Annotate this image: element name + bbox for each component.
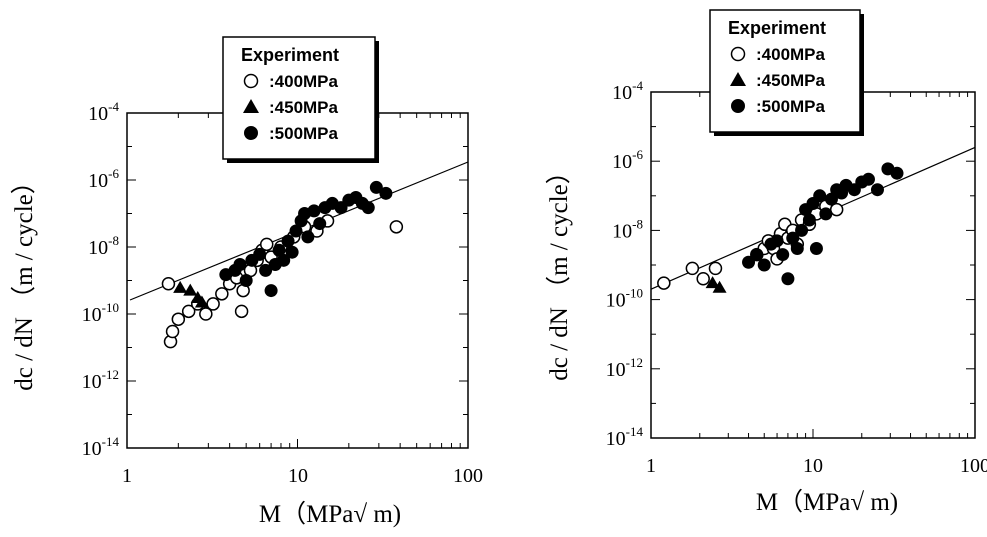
data-point-400mpa bbox=[657, 276, 671, 290]
data-point-500mpa bbox=[786, 231, 800, 245]
data-point-450mpa bbox=[712, 280, 727, 293]
x-tick-label: 10 bbox=[288, 465, 308, 487]
data-point-500mpa bbox=[301, 230, 315, 244]
y-tick-label: 10-6 bbox=[612, 147, 643, 173]
data-point-500mpa bbox=[277, 253, 291, 267]
data-point-500mpa bbox=[379, 186, 393, 200]
data-point-500mpa bbox=[890, 166, 904, 180]
data-point-500mpa bbox=[742, 255, 756, 269]
data-point-500mpa bbox=[776, 248, 790, 262]
data-point-500mpa bbox=[795, 223, 809, 237]
legend-entry-label: :500MPa bbox=[756, 97, 826, 116]
data-point-500mpa bbox=[285, 245, 299, 259]
data-point-400mpa bbox=[259, 237, 274, 252]
x-tick-label: 10 bbox=[803, 455, 823, 477]
data-point-450mpa bbox=[194, 295, 209, 308]
legend-title: Experiment bbox=[728, 18, 826, 38]
data-point-500mpa bbox=[264, 284, 278, 298]
legend-marker-open-circle bbox=[243, 73, 259, 89]
data-point-400mpa bbox=[171, 312, 186, 326]
x-tick-label: 100 bbox=[960, 455, 987, 477]
legend: Experiment :400MPa :450MPa :500MPa bbox=[222, 36, 379, 163]
legend-marker-filled-circle bbox=[731, 99, 745, 113]
y-tick-label: 10-8 bbox=[612, 216, 643, 242]
data-point-400mpa bbox=[161, 276, 176, 291]
data-point-400mpa bbox=[199, 307, 213, 321]
data-point-500mpa bbox=[307, 204, 321, 218]
legend: Experiment :400MPa :450MPa :500MPa bbox=[709, 9, 864, 136]
data-point-500mpa bbox=[757, 258, 771, 272]
data-point-500mpa bbox=[313, 217, 327, 231]
data-point-500mpa bbox=[369, 180, 383, 194]
legend-entry-label: :450MPa bbox=[269, 98, 339, 117]
legend-title: Experiment bbox=[241, 45, 339, 65]
data-point-500mpa bbox=[861, 172, 875, 186]
x-axis-label: M（MPa√ m) bbox=[259, 500, 401, 528]
legend-marker-filled-triangle bbox=[243, 99, 259, 113]
data-point-500mpa bbox=[790, 241, 804, 255]
data-point-500mpa bbox=[233, 258, 247, 272]
data-point-400mpa bbox=[234, 304, 249, 319]
x-axis-label: M（MPa√ m) bbox=[756, 488, 898, 516]
data-point-400mpa bbox=[165, 324, 180, 339]
legend-marker-filled-triangle bbox=[730, 72, 746, 86]
data-point-500mpa bbox=[813, 189, 827, 203]
data-point-500mpa bbox=[239, 274, 253, 287]
data-point-500mpa bbox=[809, 241, 823, 255]
y-tick-label: 10-6 bbox=[88, 166, 119, 192]
data-point-500mpa bbox=[253, 247, 267, 261]
y-tick-label: 10-14 bbox=[82, 434, 120, 460]
data-point-500mpa bbox=[819, 207, 833, 221]
x-tick-label: 100 bbox=[453, 465, 483, 487]
data-point-400mpa bbox=[696, 272, 710, 286]
data-point-500mpa bbox=[750, 248, 764, 262]
y-axis-label: dc / dN （m / cycle） bbox=[545, 159, 573, 380]
data-point-500mpa bbox=[259, 263, 273, 277]
data-point-450mpa bbox=[705, 276, 720, 289]
data-point-500mpa bbox=[289, 224, 303, 238]
y-axis-label: dc / dN （m / cycle） bbox=[10, 169, 38, 390]
x-tick-label: 1 bbox=[122, 465, 132, 487]
y-tick-label: 10-12 bbox=[82, 367, 119, 393]
data-point-500mpa bbox=[272, 243, 286, 257]
legend-marker-open-circle bbox=[730, 46, 746, 62]
legend-entry-label: :450MPa bbox=[756, 71, 826, 90]
plot-frame bbox=[650, 91, 976, 439]
data-point-500mpa bbox=[281, 234, 295, 248]
data-point-400mpa bbox=[708, 261, 723, 276]
y-tick-label: 10-4 bbox=[88, 99, 119, 125]
data-point-400mpa bbox=[685, 261, 700, 276]
chart-panel-1: 1 10 100 10-4 10-6 10-8 10-10 10-12 10-14 dc / dN… bbox=[10, 36, 483, 528]
data-point-500mpa bbox=[361, 201, 375, 215]
data-point-400mpa bbox=[215, 287, 229, 301]
data-point-400mpa bbox=[181, 304, 196, 319]
data-point-500mpa bbox=[870, 183, 884, 197]
data-point-500mpa bbox=[781, 272, 795, 286]
y-tick-label: 10-14 bbox=[606, 424, 644, 450]
data-point-400mpa bbox=[389, 220, 404, 234]
data-point-450mpa bbox=[173, 280, 188, 293]
y-tick-label: 10-8 bbox=[88, 233, 119, 259]
data-point-400mpa bbox=[206, 297, 220, 311]
data-point-500mpa bbox=[802, 213, 816, 227]
y-tick-label: 10-10 bbox=[606, 286, 643, 312]
data-point-450mpa bbox=[183, 283, 198, 296]
legend-entry-label: :400MPa bbox=[269, 72, 339, 91]
legend-marker-filled-circle bbox=[244, 126, 258, 140]
y-tick-label: 10-4 bbox=[612, 78, 643, 104]
data-point-500mpa bbox=[770, 234, 784, 248]
chart-panel-2: 1 10 100 10-4 10-6 10-8 10-10 10-12 10-14 dc / dN… bbox=[545, 9, 987, 516]
y-tick-label: 10-10 bbox=[82, 300, 119, 326]
y-tick-label: 10-12 bbox=[606, 355, 643, 381]
legend-entry-label: :400MPa bbox=[756, 45, 826, 64]
x-tick-label: 1 bbox=[646, 455, 656, 477]
legend-entry-label: :500MPa bbox=[269, 124, 339, 143]
